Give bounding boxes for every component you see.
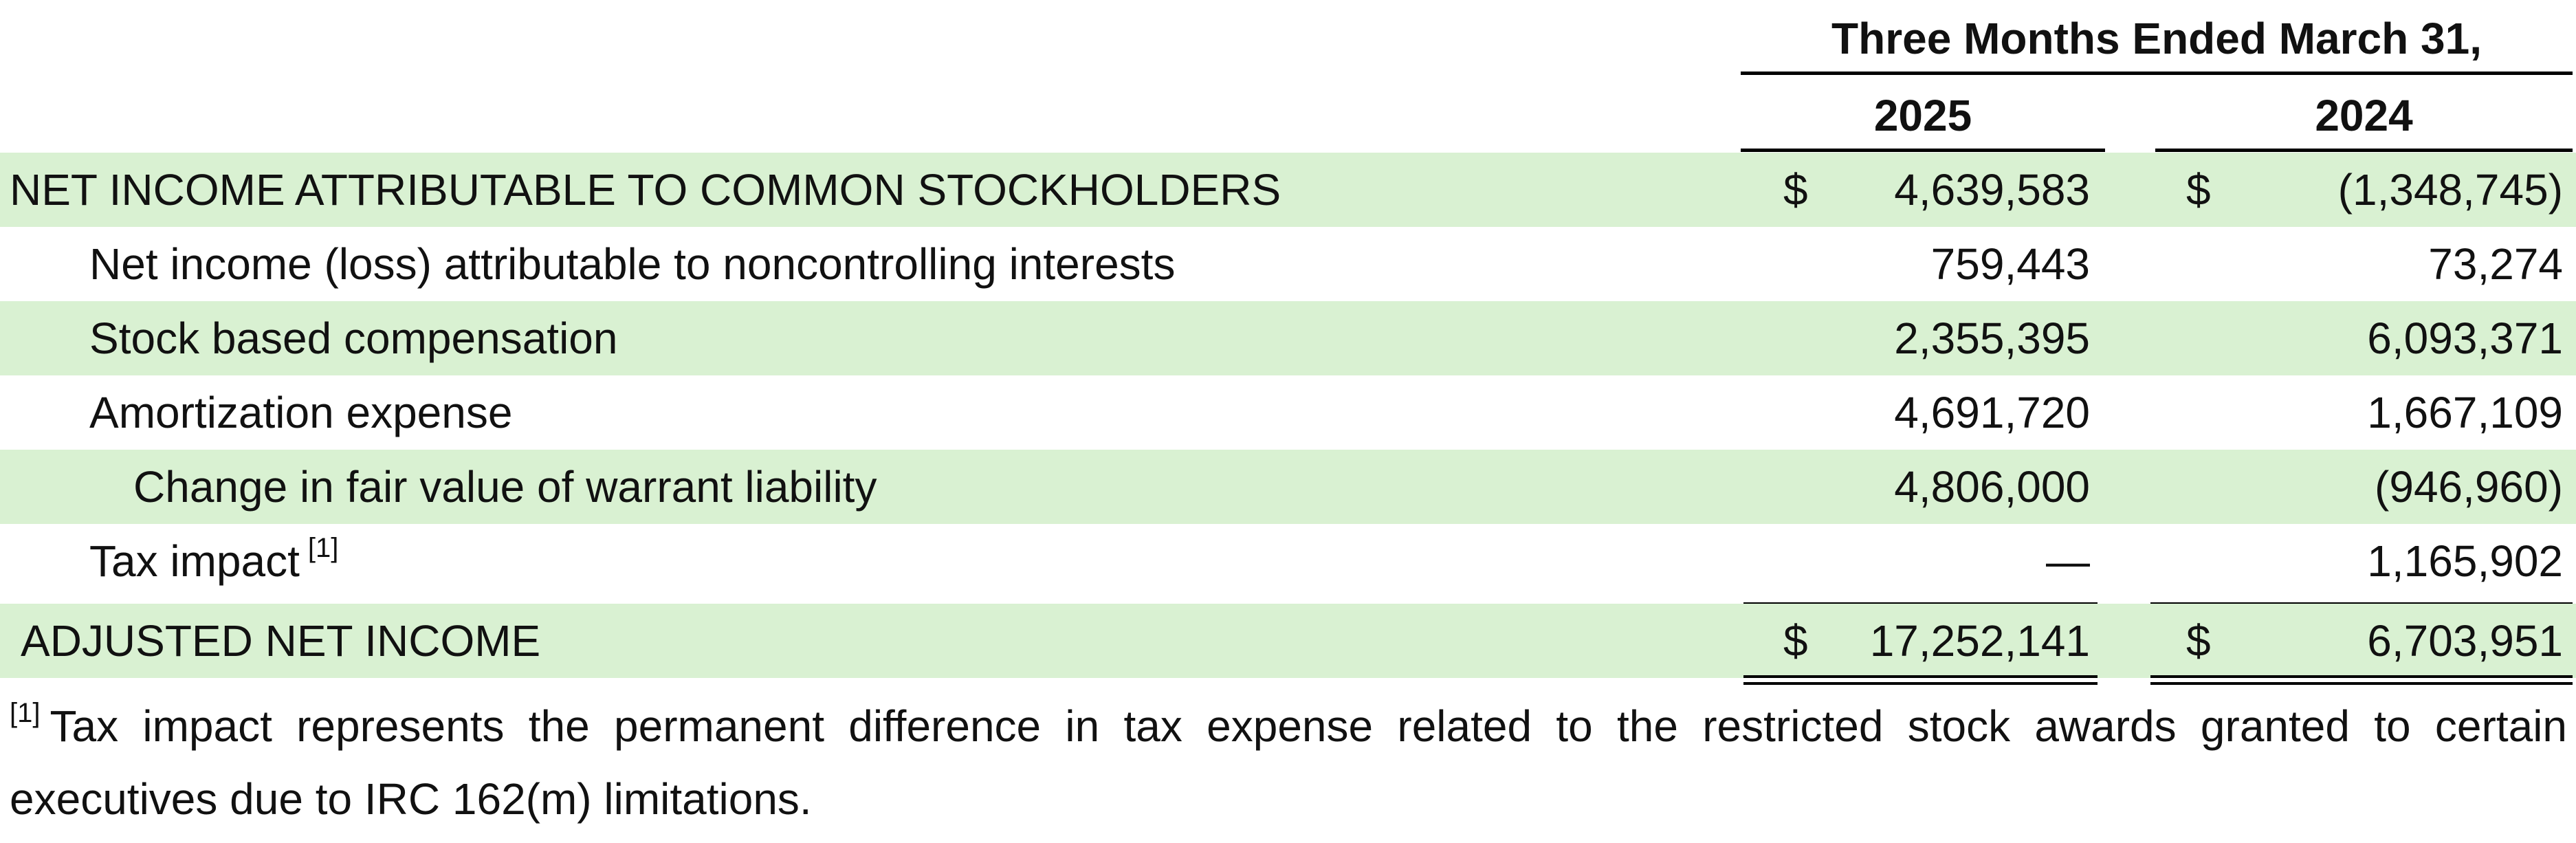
year-rule-2025 (1741, 149, 2105, 152)
row-label: Stock based compensation (89, 314, 618, 363)
table-row-noncontrolling: Net income (loss) attributable to noncon… (0, 227, 2576, 301)
row-label: ADJUSTED NET INCOME (21, 616, 541, 666)
footnote: [1] Tax impact represents the permanent d… (10, 690, 2567, 835)
table-row-amortization: Amortization expense 4,691,720 1,667,109 (0, 375, 2576, 450)
table-row-adjusted-net-income: ADJUSTED NET INCOME $ 17,252,141 $ 6,703… (0, 604, 2576, 678)
row-label: Change in fair value of warrant liabilit… (133, 462, 877, 512)
value-2025: 17,252,141 (1869, 616, 2090, 666)
year-header-2025: 2025 (1873, 91, 1972, 140)
currency-symbol-2024: $ (2186, 616, 2211, 666)
value-2024: (946,960) (2375, 462, 2563, 512)
currency-symbol-2025: $ (1783, 165, 1808, 215)
footnote-text: Tax impact represents the permanent diff… (10, 701, 2567, 824)
value-2025: 759,443 (1930, 239, 2090, 289)
total-double-rule-2024 (2150, 675, 2573, 685)
row-label: Amortization expense (89, 388, 513, 437)
row-label: Tax impact [1] (89, 524, 338, 598)
value-2025: 4,691,720 (1894, 388, 2090, 437)
period-header: Three Months Ended March 31, (1831, 14, 2482, 63)
table-row-warrant-liability: Change in fair value of warrant liabilit… (0, 450, 2576, 524)
value-2024: (1,348,745) (2337, 165, 2563, 215)
value-2024: 1,667,109 (2367, 388, 2563, 437)
value-2025: 4,639,583 (1894, 165, 2090, 215)
value-2024: 6,703,951 (2367, 616, 2563, 666)
currency-symbol-2024: $ (2186, 165, 2211, 215)
footnote-marker: [1] (10, 698, 41, 728)
value-2025: — (2046, 536, 2090, 586)
value-2024: 6,093,371 (2367, 314, 2563, 363)
year-header-2024: 2024 (2315, 91, 2413, 140)
total-double-rule-2025 (1743, 675, 2098, 685)
footnote-reference: [1] (307, 533, 339, 563)
table-row-net-income: NET INCOME ATTRIBUTABLE TO COMMON STOCKH… (0, 153, 2576, 227)
year-rule-2024 (2155, 149, 2573, 152)
period-header-rule (1741, 72, 2573, 75)
table-row-tax-impact: Tax impact [1] — 1,165,902 (0, 524, 2576, 598)
row-label: NET INCOME ATTRIBUTABLE TO COMMON STOCKH… (10, 165, 1281, 215)
tax-impact-label: Tax impact (89, 536, 300, 586)
value-2025: 4,806,000 (1894, 462, 2090, 512)
table-row-stock-compensation: Stock based compensation 2,355,395 6,093… (0, 301, 2576, 375)
value-2024: 1,165,902 (2367, 536, 2563, 586)
value-2024: 73,274 (2428, 239, 2563, 289)
row-label: Net income (loss) attributable to noncon… (89, 239, 1176, 289)
value-2025: 2,355,395 (1894, 314, 2090, 363)
currency-symbol-2025: $ (1783, 616, 1808, 666)
